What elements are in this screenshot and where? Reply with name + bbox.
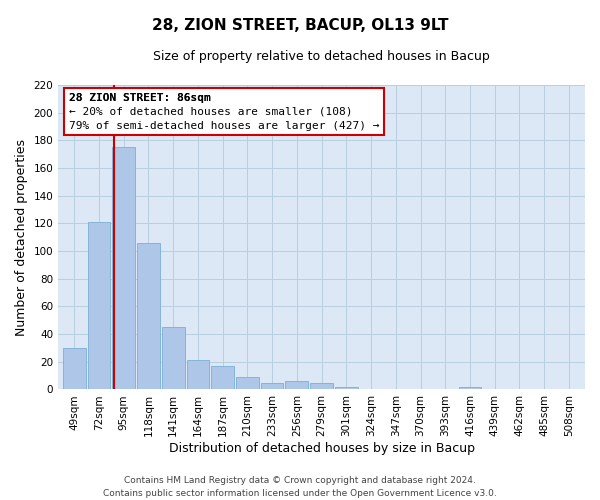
Bar xyxy=(63,348,86,390)
Bar xyxy=(310,382,333,390)
Bar xyxy=(162,327,185,390)
Bar xyxy=(335,386,358,390)
Bar xyxy=(88,222,110,390)
Text: Contains HM Land Registry data © Crown copyright and database right 2024.
Contai: Contains HM Land Registry data © Crown c… xyxy=(103,476,497,498)
Bar xyxy=(261,382,283,390)
Title: Size of property relative to detached houses in Bacup: Size of property relative to detached ho… xyxy=(153,50,490,63)
Text: 28, ZION STREET, BACUP, OL13 9LT: 28, ZION STREET, BACUP, OL13 9LT xyxy=(152,18,448,32)
Bar xyxy=(458,386,481,390)
Bar xyxy=(112,148,135,390)
Bar xyxy=(137,243,160,390)
Text: 28 ZION STREET: 86sqm: 28 ZION STREET: 86sqm xyxy=(69,92,211,126)
X-axis label: Distribution of detached houses by size in Bacup: Distribution of detached houses by size … xyxy=(169,442,475,455)
Bar xyxy=(236,377,259,390)
Text: 28 ZION STREET: 86sqm
← 20% of detached houses are smaller (108)
79% of semi-det: 28 ZION STREET: 86sqm ← 20% of detached … xyxy=(69,92,379,130)
Bar xyxy=(211,366,234,390)
Y-axis label: Number of detached properties: Number of detached properties xyxy=(15,138,28,336)
Bar xyxy=(286,381,308,390)
Bar xyxy=(187,360,209,390)
